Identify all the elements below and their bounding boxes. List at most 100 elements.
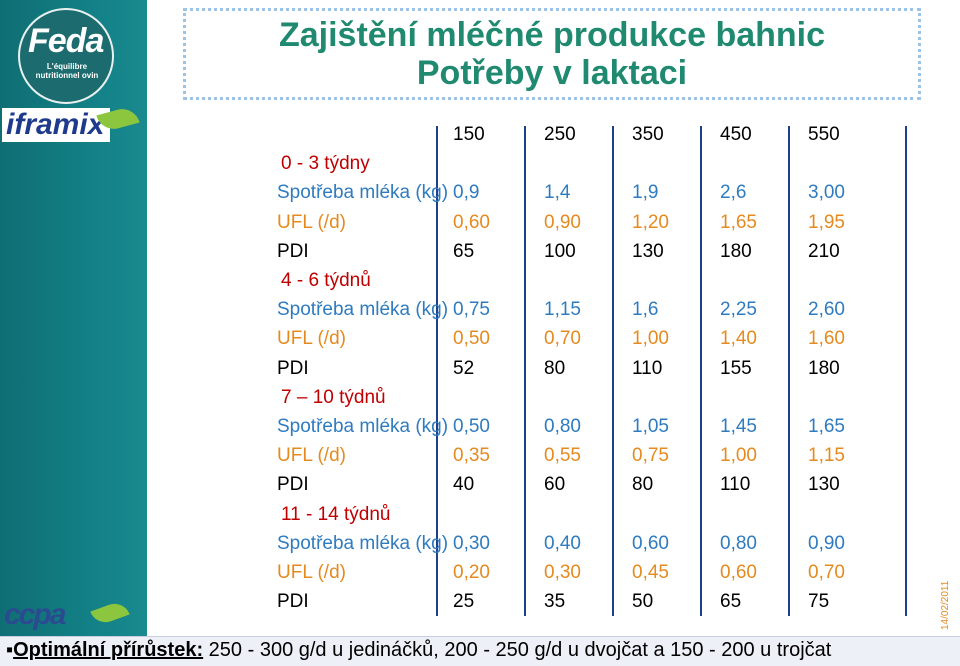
title-line-2: Potřeby v laktaci [416, 54, 688, 92]
table-cell: 0,60 [632, 532, 669, 554]
table-cell: 1,9 [632, 182, 659, 204]
footer-note: ▪Optimální přírůstek: 250 - 300 g/d u je… [6, 639, 831, 662]
table-cell: 0,80 [720, 532, 757, 554]
table-cell: 1,00 [632, 328, 669, 350]
table-cell: 0,9 [453, 182, 480, 204]
section-heading: 11 - 14 týdnů [281, 503, 391, 525]
table-cell: 1,15 [808, 445, 845, 467]
row-label: UFL (/d) [277, 211, 346, 233]
table-cell: 180 [720, 240, 752, 262]
table-cell: 2,6 [720, 182, 747, 204]
ccpa-logo: ccpa [4, 598, 66, 631]
table-cell: 1,95 [808, 211, 845, 233]
table-cell: 60 [544, 474, 566, 496]
table-cell: 0,40 [544, 532, 581, 554]
table-cell: 80 [632, 474, 654, 496]
table-cell: 1,6 [632, 299, 659, 321]
table-cell: 3,00 [808, 182, 845, 204]
row-label: Spotřeba mléka (kg) [277, 416, 449, 437]
row-label: UFL (/d) [277, 445, 346, 467]
table-cell: 0,45 [632, 562, 669, 583]
table-cell: 0,70 [544, 328, 581, 350]
table-cell: 210 [808, 240, 840, 262]
table-column-divider [524, 126, 526, 616]
table-cell: 52 [453, 357, 475, 379]
table-cell: 110 [632, 357, 663, 379]
table-cell: 1,65 [808, 416, 845, 437]
column-header: 550 [808, 124, 840, 145]
table-cell: 0,90 [808, 532, 845, 554]
table-cell: 0,35 [453, 445, 490, 467]
row-label: PDI [277, 591, 309, 613]
table-cell: 50 [632, 591, 654, 613]
row-label: UFL (/d) [277, 328, 346, 350]
section-heading: 0 - 3 týdny [281, 153, 370, 175]
footer-bar [0, 636, 960, 666]
footer-bullet: ▪ [6, 639, 14, 661]
table-cell: 0,90 [544, 211, 581, 233]
table-cell: 130 [632, 240, 664, 262]
title-line-1: Zajištění mléčné produkce bahnic [278, 16, 826, 54]
row-label: UFL (/d) [277, 562, 346, 583]
table-cell: 0,30 [544, 562, 581, 583]
table-column-divider [905, 126, 907, 616]
table-cell: 2,25 [720, 299, 757, 321]
table-cell: 110 [720, 474, 751, 496]
title-frame [183, 8, 921, 100]
table-cell: 65 [453, 240, 475, 262]
column-header: 350 [632, 124, 664, 145]
slide-date: 14/02/2011 [940, 580, 951, 630]
table-cell: 1,65 [720, 211, 757, 233]
row-label: Spotřeba mléka (kg) [277, 532, 449, 554]
page-title: Zajištění mléčné produkce bahnic Potřeby… [183, 16, 921, 92]
feda-logo-text: Feda [28, 22, 104, 60]
column-header: 250 [544, 124, 576, 145]
table-cell: 25 [453, 591, 475, 613]
row-label: PDI [277, 357, 309, 379]
table-cell: 130 [808, 474, 840, 496]
table-cell: 0,80 [544, 416, 581, 437]
column-header: 450 [720, 124, 752, 145]
section-heading: 7 – 10 týdnů [281, 386, 386, 408]
table-cell: 1,45 [720, 416, 757, 437]
table-cell: 35 [544, 591, 566, 613]
table-column-divider [436, 126, 438, 616]
table-cell: 1,15 [544, 299, 581, 321]
row-label: Spotřeba mléka (kg) [277, 299, 449, 321]
table-cell: 0,60 [453, 211, 490, 233]
table-cell: 1,60 [808, 328, 845, 350]
table-cell: 0,20 [453, 562, 490, 583]
feda-logo-tagline: L'équilibre nutritionnel ovin [35, 62, 99, 80]
table-column-divider [788, 126, 790, 616]
feda-logo [18, 8, 114, 104]
table-column-divider [700, 126, 702, 616]
table-cell: 65 [720, 591, 742, 613]
table-cell: 1,00 [720, 445, 757, 467]
sidebar-band [0, 0, 147, 640]
table-cell: 100 [544, 240, 576, 262]
table-cell: 0,75 [632, 445, 669, 467]
table-cell: 40 [453, 474, 475, 496]
row-label: PDI [277, 240, 309, 262]
table-cell: 0,50 [453, 416, 490, 437]
table-cell: 1,4 [544, 182, 571, 204]
table-cell: 0,70 [808, 562, 845, 583]
row-label: PDI [277, 474, 309, 496]
table-cell: 180 [808, 357, 840, 379]
table-cell: 75 [808, 591, 830, 613]
table-cell: 0,75 [453, 299, 490, 321]
section-heading: 4 - 6 týdnů [281, 270, 371, 291]
table-cell: 1,20 [632, 211, 669, 233]
column-header: 150 [453, 124, 485, 145]
row-label: Spotřeba mléka (kg) [277, 182, 449, 204]
table-column-divider [612, 126, 614, 616]
footer-body: 250 - 300 g/d u jedináčků, 200 - 250 g/d… [203, 639, 832, 661]
table-cell: 0,50 [453, 328, 490, 350]
table-cell: 1,05 [632, 416, 669, 437]
table-cell: 80 [544, 357, 566, 379]
iframix-logo: iframix [2, 108, 111, 142]
footer-label: Optimální přírůstek: [13, 639, 204, 661]
table-cell: 0,60 [720, 562, 757, 583]
table-cell: 1,40 [720, 328, 757, 350]
table-cell: 2,60 [808, 299, 845, 321]
